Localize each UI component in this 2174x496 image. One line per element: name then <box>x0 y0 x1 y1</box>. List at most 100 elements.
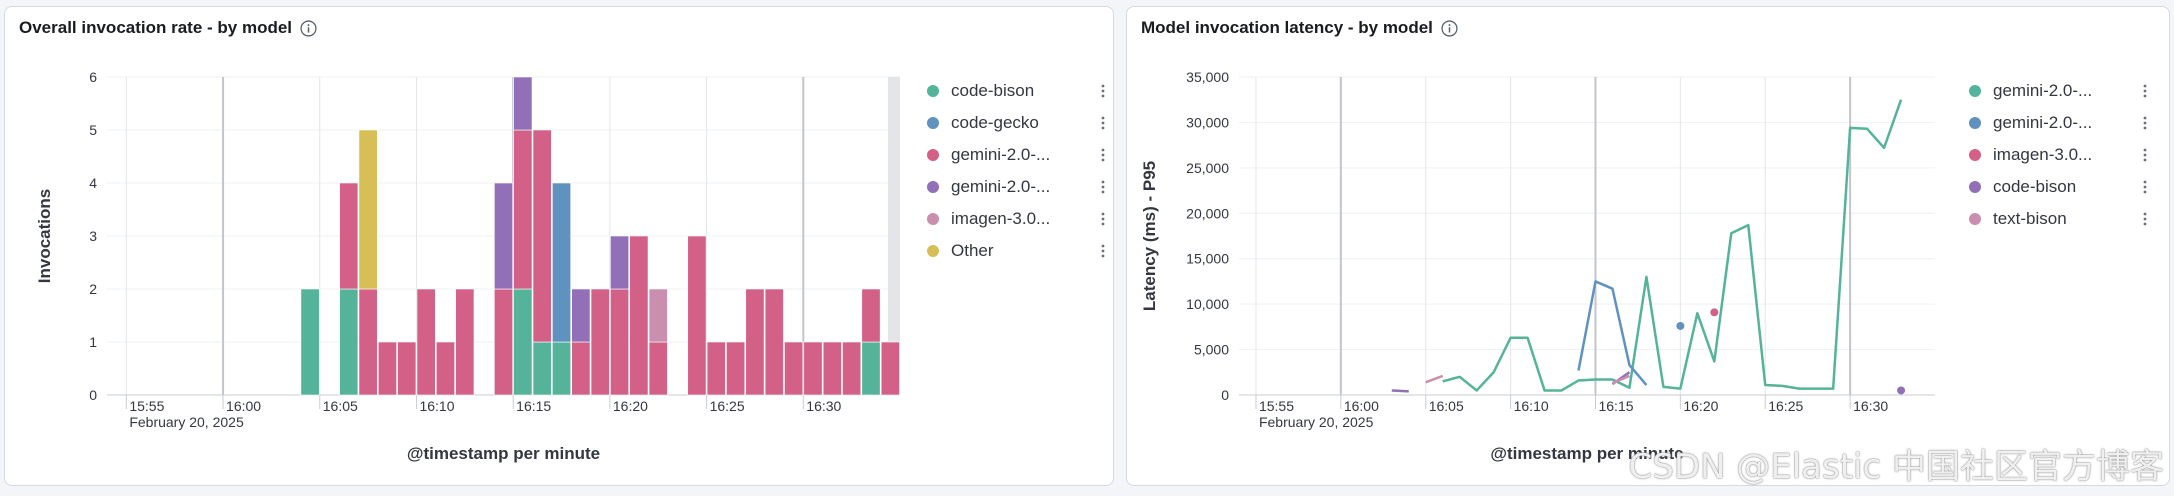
legend-item[interactable]: gemini-2.0-... <box>1969 75 2149 107</box>
more-options-icon[interactable] <box>2141 212 2149 226</box>
x-tick-sublabel: February 20, 2025 <box>1259 414 1374 430</box>
bar-segment <box>571 288 591 343</box>
more-options-icon[interactable] <box>1099 84 1107 98</box>
y-tick-label: 2 <box>89 281 97 297</box>
series-line <box>1425 374 1444 384</box>
info-icon[interactable] <box>1441 19 1458 37</box>
y-tick-label: 35,000 <box>1186 69 1229 85</box>
y-tick-label: 6 <box>89 69 97 85</box>
bar-segment <box>706 341 726 396</box>
y-tick-label: 10,000 <box>1186 296 1229 312</box>
legend-label: code-bison <box>1993 177 2077 196</box>
bar-segment <box>513 288 533 396</box>
more-options-icon[interactable] <box>2141 148 2149 162</box>
legend-item[interactable]: code-bison <box>927 75 1107 107</box>
legend-swatch <box>1969 117 1981 129</box>
legend-swatch <box>927 149 939 161</box>
legend-label: Other <box>951 241 994 260</box>
x-tick-label: 16:25 <box>710 398 745 414</box>
x-axis-title: @timestamp per minute <box>1490 444 1683 463</box>
panel-title: Overall invocation rate - by model <box>19 18 293 37</box>
y-tick-label: 25,000 <box>1186 160 1229 176</box>
legend-swatch <box>1969 85 1981 97</box>
legend-item[interactable]: text-bison <box>1969 203 2149 235</box>
bar-segment <box>745 288 765 396</box>
series-line <box>1577 280 1648 386</box>
legend-swatch <box>1969 181 1981 193</box>
bar-segment <box>436 341 455 396</box>
legend-swatch <box>927 245 939 257</box>
series-lines <box>1391 99 1906 395</box>
legend: gemini-2.0-... gemini-2.0-... imagen-3.0..… <box>1969 75 2149 235</box>
bar-segment <box>339 182 359 290</box>
series-line <box>1611 374 1630 385</box>
x-tick-label: 16:20 <box>1683 398 1718 414</box>
bar-segment <box>590 288 610 396</box>
more-options-icon[interactable] <box>1099 148 1107 162</box>
more-options-icon[interactable] <box>2141 84 2149 98</box>
legend-label: gemini-2.0-... <box>1993 81 2093 100</box>
bar-segment <box>726 341 746 396</box>
legend-item[interactable]: gemini-2.0-... <box>1969 107 2149 139</box>
legend-swatch <box>927 85 939 97</box>
legend-label: code-bison <box>951 81 1035 100</box>
grid <box>1239 76 1935 396</box>
more-options-icon[interactable] <box>2141 116 2149 130</box>
bar-segment <box>300 288 320 396</box>
x-tick-label: 15:55 <box>1259 398 1294 414</box>
bar-segment <box>416 288 436 396</box>
watermark: CSDN @Elastic 中国社区官方博客 <box>1628 447 2165 487</box>
legend-item[interactable]: code-gecko <box>927 107 1107 139</box>
bar-segment <box>397 341 417 396</box>
bar-segment <box>532 341 552 396</box>
bar-segment <box>358 129 378 290</box>
y-tick-label: 1 <box>89 334 97 350</box>
data-point <box>1676 321 1685 330</box>
legend-swatch <box>927 213 939 225</box>
y-axis-title: Invocations <box>35 189 54 283</box>
info-icon[interactable] <box>300 19 317 37</box>
more-options-icon[interactable] <box>1099 244 1107 258</box>
y-tick-label: 3 <box>89 228 97 244</box>
x-tick-label: 16:15 <box>1598 398 1633 414</box>
legend-item[interactable]: imagen-3.0... <box>927 203 1107 235</box>
legend-item[interactable]: Other <box>927 235 1107 267</box>
panel-header: Overall invocation rate - by model <box>19 15 317 41</box>
x-tick-label: 16:30 <box>806 398 841 414</box>
bar-segment <box>513 129 533 290</box>
bar-segment <box>494 182 513 290</box>
more-options-icon[interactable] <box>1099 116 1107 130</box>
legend-item[interactable]: gemini-2.0-... <box>927 139 1107 171</box>
bar-segment <box>610 235 630 290</box>
legend-item[interactable]: gemini-2.0-... <box>927 171 1107 203</box>
legend-item[interactable]: code-bison <box>1969 171 2149 203</box>
bar-segment <box>377 341 397 396</box>
bar-segment <box>455 288 475 396</box>
bar-segment <box>552 341 571 396</box>
data-point <box>1897 386 1906 395</box>
legend-label: code-gecko <box>951 113 1039 132</box>
more-options-icon[interactable] <box>2141 180 2149 194</box>
bar-segment <box>513 76 533 131</box>
x-axis-title: @timestamp per minute <box>407 444 600 463</box>
bar-segment <box>552 182 571 343</box>
bar-segment <box>648 288 668 343</box>
y-tick-label: 15,000 <box>1186 251 1229 267</box>
more-options-icon[interactable] <box>1099 212 1107 226</box>
x-tick-label: 15:55 <box>129 398 164 414</box>
invocation-rate-panel: Overall invocation rate - by model 0 1 2 3 4… <box>4 6 1114 486</box>
legend-item[interactable]: imagen-3.0... <box>1969 139 2149 171</box>
bar-segment <box>803 341 823 396</box>
x-tick-label: 16:10 <box>419 398 454 414</box>
y-tick-label: 4 <box>89 175 97 191</box>
legend-swatch <box>927 117 939 129</box>
legend-swatch <box>927 181 939 193</box>
more-options-icon[interactable] <box>1099 180 1107 194</box>
invocation-latency-panel: Model invocation latency - by model 0 5,0… <box>1126 6 2170 486</box>
x-tick-label: 16:15 <box>516 398 551 414</box>
legend: code-bison code-gecko gemini-2.0-... gemini… <box>927 75 1107 267</box>
legend-swatch <box>1969 213 1981 225</box>
x-tick-label: 16:25 <box>1768 398 1803 414</box>
x-tick-label: 16:05 <box>323 398 358 414</box>
